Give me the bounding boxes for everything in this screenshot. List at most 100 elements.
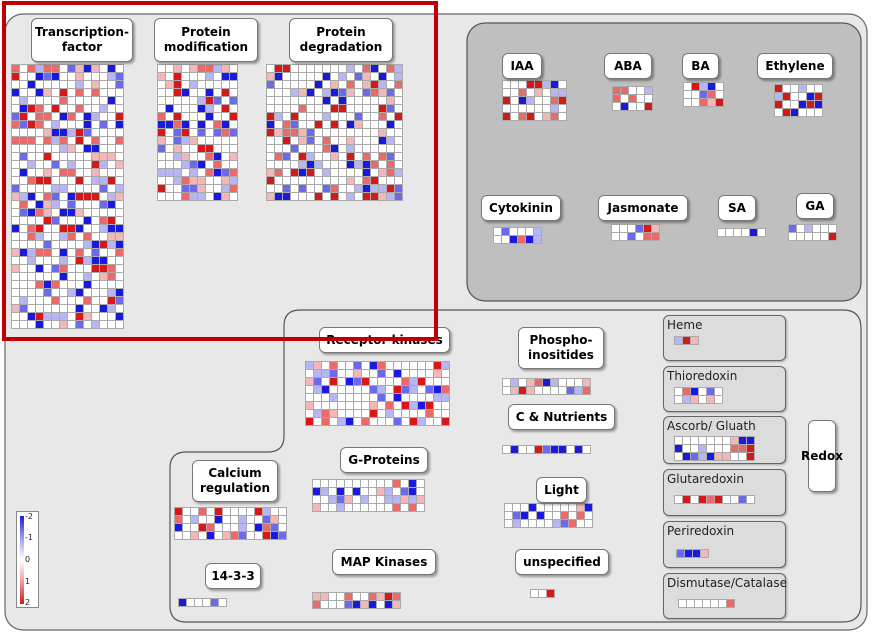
heatmap-cell: [323, 81, 330, 88]
heatmap-cell: [620, 233, 627, 240]
heatmap-cell: [386, 394, 393, 401]
heatmap-cell: [28, 193, 35, 200]
heatmap-cell: [355, 73, 362, 80]
redox-dismutase-catalase-label: Dismutase/Catalase: [667, 576, 787, 590]
heatmap-cell: [190, 153, 197, 160]
heatmap-cell: [707, 437, 714, 444]
heatmap-cell: [345, 504, 352, 511]
heatmap-cell: [545, 512, 552, 519]
heatmap-cell: [182, 153, 189, 160]
heatmap-cell: [158, 129, 165, 136]
heatmap-cell: [569, 512, 576, 519]
heatmap-cell: [12, 129, 19, 136]
heatmap-cell: [92, 321, 99, 328]
heatmap-cell: [275, 89, 282, 96]
redox-periredoxin-box: Periredoxin: [663, 521, 786, 568]
heatmap-cell: [174, 169, 181, 176]
heatmap-cell: [307, 65, 314, 72]
heatmap-cell: [182, 137, 189, 144]
heatmap-cell: [100, 305, 107, 312]
heatmap-cell: [387, 137, 394, 144]
heatmap-cell: [92, 121, 99, 128]
heatmap-cell: [191, 524, 198, 531]
heatmap-cell: [299, 113, 306, 120]
heatmap-cell: [527, 89, 534, 96]
heatmap-cell: [52, 185, 59, 192]
heatmap-cell: [199, 524, 206, 531]
heatmap-cell: [758, 229, 765, 236]
heatmap-cell: [214, 137, 221, 144]
heatmap-cell: [379, 113, 386, 120]
heatmap-cell: [230, 129, 237, 136]
heatmap-cell: [612, 233, 619, 240]
heatmap-cell: [190, 121, 197, 128]
heatmap-cell: [20, 265, 27, 272]
heatmap-cell: [684, 99, 691, 106]
heatmap-cell: [683, 445, 690, 452]
heatmap-cell: [418, 386, 425, 393]
heatmap-cell: [715, 437, 722, 444]
heatmap-cell: [699, 388, 706, 395]
heatmap-cell: [707, 445, 714, 452]
heatmap-cell: [36, 97, 43, 104]
heatmap-cell: [527, 446, 534, 453]
heatmap-cell: [68, 137, 75, 144]
heatmap-cell: [12, 321, 19, 328]
heatmap-cell: [166, 185, 173, 192]
heatmap-cell: [28, 137, 35, 144]
heatmap-cell: [20, 97, 27, 104]
heatmap-cell: [20, 321, 27, 328]
heatmap-cell: [203, 599, 210, 606]
heatmap-cell: [76, 97, 83, 104]
heatmap-cell: [551, 113, 558, 120]
heatmap-cell: [331, 97, 338, 104]
heatmap-cell: [166, 105, 173, 112]
heatmap-cell: [395, 113, 402, 120]
heatmap-cell: [418, 402, 425, 409]
heatmap-cell: [198, 89, 205, 96]
heatmap-cell: [791, 109, 798, 116]
heatmap-cell: [28, 321, 35, 328]
heatmap-cell: [299, 169, 306, 176]
heatmap-cell: [100, 241, 107, 248]
heatmap-cell: [338, 410, 345, 417]
heatmap-cell: [12, 105, 19, 112]
heatmap-cell: [166, 113, 173, 120]
heatmap-cell: [12, 137, 19, 144]
heatmap-cell: [363, 145, 370, 152]
heatmap-cell: [442, 402, 449, 409]
heatmap-cell: [100, 265, 107, 272]
heatmap-cell: [329, 480, 336, 487]
heatmap-cell: [100, 97, 107, 104]
heatmap-cell: [36, 113, 43, 120]
heatmap-cell: [239, 516, 246, 523]
heatmap-cell: [28, 289, 35, 296]
g-proteins-label: G-Proteins: [340, 447, 428, 473]
heatmap-cell: [214, 121, 221, 128]
heatmap-cell: [370, 378, 377, 385]
heatmap-cell: [174, 177, 181, 184]
heatmap-cell: [307, 105, 314, 112]
heatmap-cell: [230, 121, 237, 128]
heatmap-cell: [747, 445, 754, 452]
legend-tick-1: 1: [25, 577, 31, 586]
heatmap-cell: [330, 378, 337, 385]
heatmap-cell: [321, 601, 328, 608]
heatmap-cell: [505, 504, 512, 511]
heatmap-cell: [719, 600, 726, 607]
heatmap-cell: [263, 508, 270, 515]
heatmap-cell: [386, 410, 393, 417]
heatmap-cell: [198, 73, 205, 80]
heatmap-cell: [198, 161, 205, 168]
heatmap-cell: [434, 410, 441, 417]
heatmap-cell: [116, 185, 123, 192]
heatmap-cell: [44, 129, 51, 136]
heatmap-cell: [322, 394, 329, 401]
heatmap-cell: [410, 378, 417, 385]
heatmap-cell: [28, 225, 35, 232]
heatmap-cell: [108, 81, 115, 88]
heatmap-cell: [547, 590, 554, 597]
heatmap-cell: [36, 193, 43, 200]
heatmap-cell: [339, 185, 346, 192]
heatmap-cell: [553, 512, 560, 519]
